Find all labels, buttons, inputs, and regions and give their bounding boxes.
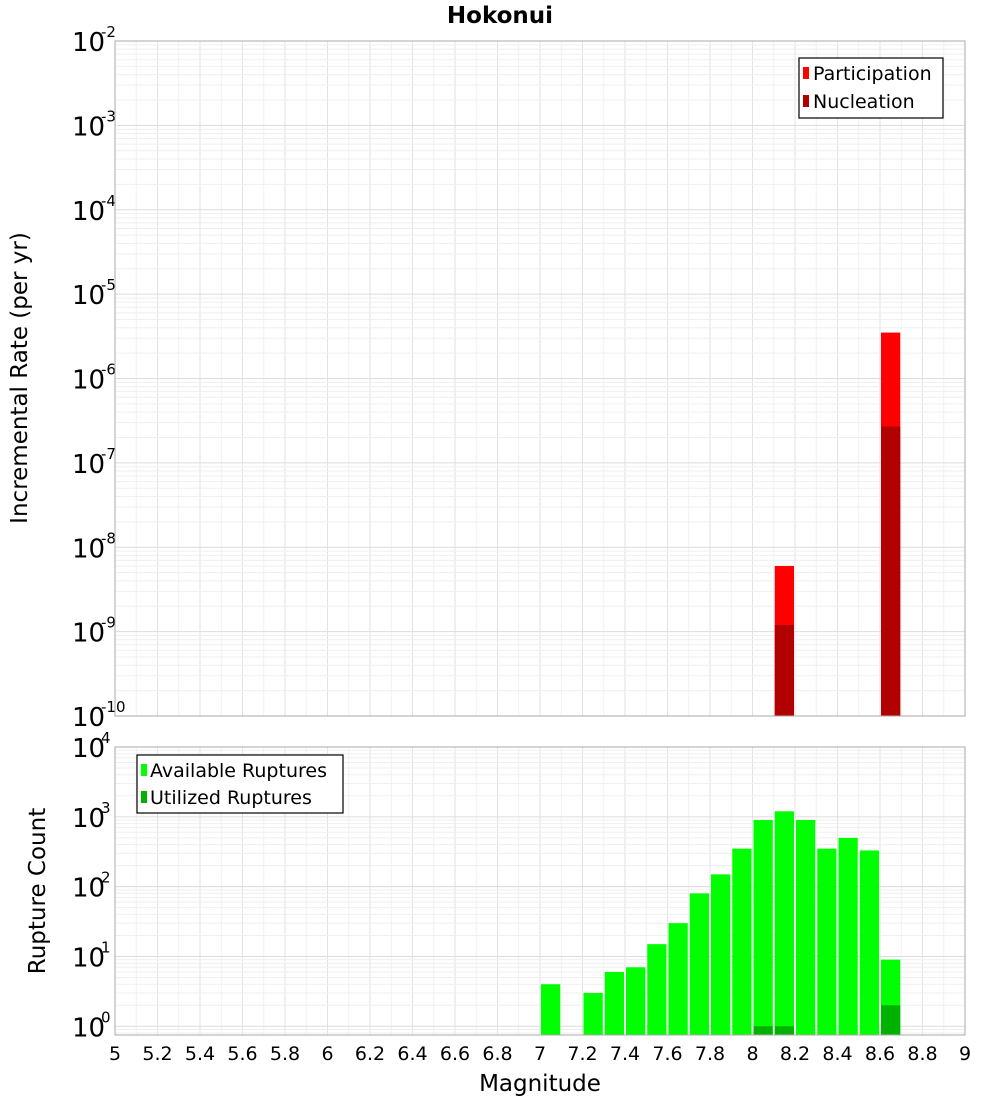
count-bar-utilized-ruptures [881, 1005, 901, 1035]
count-bar-available-ruptures [647, 944, 667, 1035]
rate-y-tick-exponent: -8 [101, 529, 116, 547]
count-legend-box [136, 754, 344, 814]
count-y-tick-exponent: 1 [101, 938, 111, 956]
x-tick-label: 6.8 [482, 1043, 512, 1065]
participation-legend-label: Participation [813, 63, 932, 85]
nucleation-legend-label: Nucleation [813, 91, 915, 113]
count-bar-available-ruptures [711, 874, 731, 1035]
rate-plot-panel: 10-210-310-410-510-610-710-810-910-10 In… [7, 23, 966, 733]
count-y-tick-exponent: 3 [101, 799, 111, 817]
x-tick-label: 6 [321, 1043, 333, 1065]
count-y-tick-label: 10 [72, 943, 105, 973]
x-tick-label: 6.2 [355, 1043, 385, 1065]
x-tick-label: 7.4 [610, 1043, 640, 1065]
x-tick-label: 8.4 [822, 1043, 852, 1065]
participation-legend-swatch [803, 67, 809, 79]
count-y-tick-exponent: 0 [101, 1008, 111, 1026]
count-plot-legend: Available Ruptures Utilized Ruptures [136, 754, 344, 814]
count-bar-available-ruptures [817, 848, 837, 1035]
rate-bar-nucleation [774, 624, 794, 716]
rate-y-tick-exponent: -7 [101, 445, 116, 463]
x-tick-label: 9 [959, 1043, 971, 1065]
x-tick-label: 5 [109, 1043, 121, 1065]
count-bar-available-ruptures [774, 811, 794, 1035]
count-y-tick-exponent: 2 [101, 869, 111, 887]
x-tick-label: 7 [534, 1043, 546, 1065]
count-y-tick-exponent: 4 [101, 729, 111, 747]
rate-plot-y-ticks: 10-210-310-410-510-610-710-810-910-10 [72, 23, 126, 733]
x-tick-label: 8.6 [865, 1043, 895, 1065]
count-bar-available-ruptures [796, 820, 816, 1035]
rate-y-tick-label: 10 [72, 534, 105, 564]
count-plot-x-ticks: 5 5.2 5.4 5.6 5.8 6 6.2 6.4 6.6 6.8 7 7.2 7.4 7.6 7.8 8… [109, 1043, 971, 1065]
rate-y-tick-exponent: -10 [101, 698, 126, 716]
rate-bar-nucleation [881, 426, 901, 716]
rate-y-tick-label: 10 [72, 450, 105, 480]
rate-y-tick-label: 10 [72, 112, 105, 142]
x-tick-label: 6.6 [440, 1043, 470, 1065]
rate-plot-y-axis-label: Incremental Rate (per yr) [7, 232, 33, 524]
x-tick-label: 5.2 [142, 1043, 172, 1065]
count-bar-available-ruptures [732, 848, 752, 1035]
count-bar-available-ruptures [753, 820, 773, 1035]
rate-y-tick-label: 10 [72, 366, 105, 396]
x-axis-label: Magnitude [479, 1071, 601, 1097]
available-ruptures-legend-swatch [141, 764, 147, 776]
rate-y-tick-exponent: -5 [101, 276, 116, 294]
x-tick-label: 6.4 [397, 1043, 427, 1065]
count-bar-available-ruptures [626, 967, 646, 1035]
x-tick-label: 5.6 [227, 1043, 257, 1065]
count-y-tick-label: 10 [72, 874, 105, 904]
count-plot-bars [541, 811, 901, 1035]
count-bar-available-ruptures [859, 850, 879, 1035]
x-tick-label: 7.6 [652, 1043, 682, 1065]
x-tick-label: 8.8 [907, 1043, 937, 1065]
rate-plot-legend: Participation Nucleation [798, 57, 944, 119]
rate-y-tick-exponent: -3 [101, 107, 116, 125]
utilized-ruptures-legend-swatch [141, 791, 147, 803]
count-bar-available-ruptures [583, 992, 603, 1035]
count-y-tick-label: 10 [72, 734, 105, 764]
x-tick-label: 7.2 [567, 1043, 597, 1065]
count-bar-available-ruptures [668, 923, 688, 1035]
rate-y-tick-label: 10 [72, 197, 105, 227]
rate-y-tick-exponent: -2 [101, 23, 116, 41]
count-bar-available-ruptures [541, 984, 561, 1035]
chart-title: Hokonui [447, 3, 553, 29]
rate-y-tick-exponent: -4 [101, 192, 116, 210]
utilized-ruptures-legend-label: Utilized Ruptures [150, 787, 312, 809]
rate-plot-grid [114, 40, 966, 717]
count-bar-available-ruptures [838, 837, 858, 1035]
count-bar-utilized-ruptures [774, 1026, 794, 1035]
count-y-tick-label: 10 [72, 1013, 105, 1043]
rate-y-tick-label: 10 [72, 281, 105, 311]
rate-legend-box [798, 57, 944, 119]
nucleation-legend-swatch [803, 95, 809, 107]
rate-y-tick-exponent: -6 [101, 361, 116, 379]
count-bar-available-ruptures [604, 971, 624, 1035]
rate-y-tick-label: 10 [72, 28, 105, 58]
rate-plot-bars [774, 332, 901, 716]
x-tick-label: 5.4 [185, 1043, 215, 1065]
rate-y-tick-label: 10 [72, 619, 105, 649]
available-ruptures-legend-label: Available Ruptures [150, 760, 327, 782]
rate-y-tick-exponent: -9 [101, 614, 116, 632]
rate-y-tick-label: 10 [72, 703, 105, 733]
count-bar-available-ruptures [689, 893, 709, 1035]
count-y-tick-label: 10 [72, 804, 105, 834]
x-tick-label: 5.8 [270, 1043, 300, 1065]
count-plot-y-axis-label: Rupture Count [25, 808, 51, 974]
count-bar-utilized-ruptures [753, 1026, 773, 1035]
x-tick-label: 7.8 [695, 1043, 725, 1065]
x-tick-label: 8 [746, 1043, 758, 1065]
x-tick-label: 8.2 [780, 1043, 810, 1065]
